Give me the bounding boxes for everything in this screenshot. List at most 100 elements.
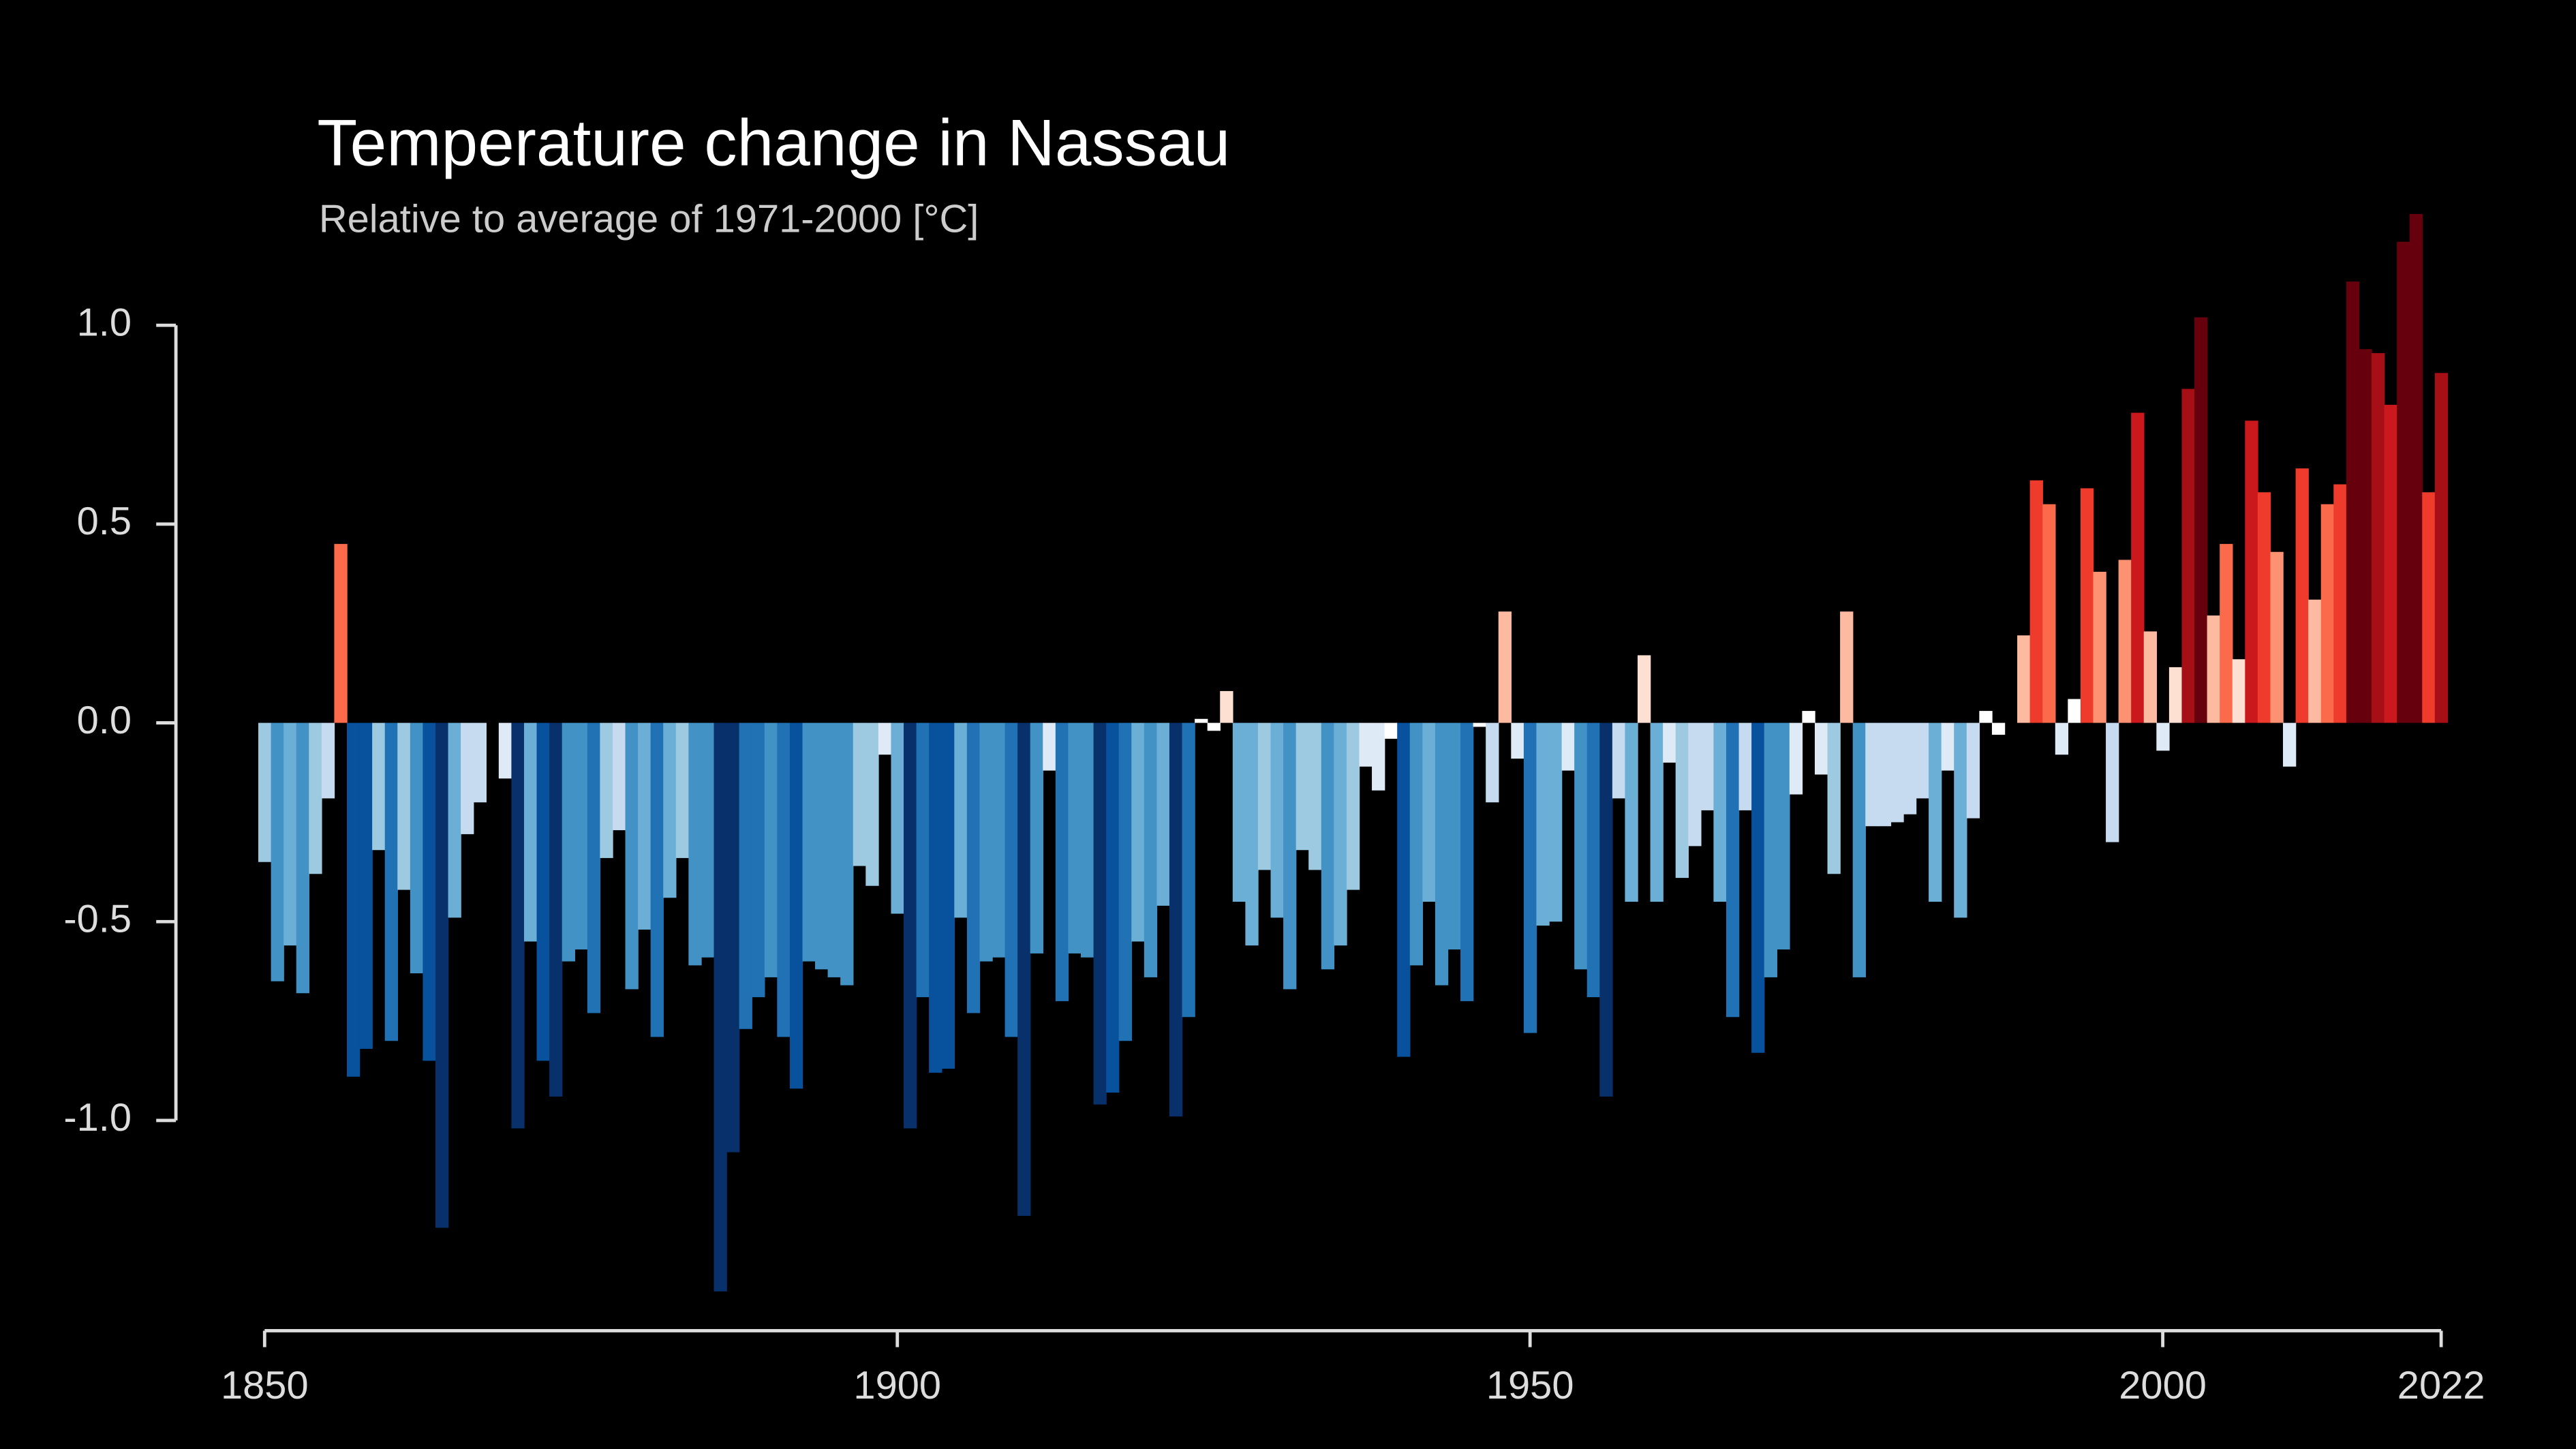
bar [2068, 699, 2081, 723]
bar [435, 722, 449, 1228]
bar [2181, 388, 2195, 723]
bar [1852, 722, 1866, 977]
bar [1574, 722, 1588, 970]
bar [688, 722, 702, 966]
bar [1043, 722, 1056, 771]
bar [865, 722, 879, 886]
y-tick-label: 0.5 [77, 500, 132, 543]
bar [1840, 611, 1854, 723]
bar [1586, 722, 1601, 998]
bar [2371, 353, 2385, 723]
bar [1409, 722, 1424, 966]
bar [1511, 722, 1524, 759]
bar [2232, 659, 2246, 723]
bar [1232, 722, 1246, 902]
bar [1536, 722, 1550, 926]
bar [2093, 571, 2106, 723]
y-tick-label: 1.0 [77, 301, 132, 345]
bar [2207, 615, 2220, 723]
bar [1700, 722, 1715, 810]
bar [726, 722, 740, 1153]
bar [1814, 722, 1828, 775]
bar [283, 722, 297, 946]
bar [1106, 722, 1120, 1093]
bar [2397, 241, 2410, 723]
bar [2194, 317, 2208, 723]
bar [1954, 722, 1967, 918]
bar [992, 722, 1006, 958]
bar [334, 544, 348, 723]
x-tick-label: 1900 [853, 1364, 941, 1407]
bar [2434, 373, 2449, 723]
bar [2131, 412, 2145, 723]
bar [2320, 504, 2335, 723]
bar [1802, 711, 1815, 723]
bar [2118, 560, 2132, 723]
bar [1991, 722, 2006, 735]
bar [600, 722, 613, 858]
bar [1080, 722, 1094, 958]
bar [359, 722, 373, 1049]
bar [1713, 722, 1727, 902]
bar [1625, 722, 1638, 902]
bar [1916, 722, 1929, 799]
bar [802, 722, 816, 962]
bar [1726, 722, 1740, 1018]
bar [1688, 722, 1702, 846]
x-tick-label: 1950 [1486, 1364, 1574, 1407]
bar [574, 722, 588, 950]
bar [1283, 722, 1297, 990]
bar [1903, 722, 1917, 814]
bar [1182, 722, 1195, 1018]
bar [1030, 722, 1044, 954]
bar [701, 722, 715, 958]
bar [1789, 722, 1803, 795]
bar [410, 722, 424, 974]
bar [625, 722, 639, 990]
bar [1068, 722, 1082, 954]
bar [296, 722, 310, 994]
y-tick-label: -1.0 [63, 1096, 132, 1140]
bar [2308, 599, 2322, 723]
bar [777, 722, 791, 1037]
bar [966, 722, 981, 1013]
bar [384, 722, 398, 1041]
bar [1612, 722, 1626, 799]
bar [853, 722, 867, 866]
bar [498, 722, 512, 779]
bar [675, 722, 690, 858]
y-tick-label: -0.5 [63, 898, 132, 941]
bar [1498, 611, 1512, 723]
bar [523, 722, 538, 942]
bar [2168, 667, 2183, 723]
bar [840, 722, 854, 986]
y-tick-label: 0.0 [77, 699, 132, 742]
bar [1561, 722, 1575, 771]
bar [1877, 722, 1892, 827]
bar [1372, 722, 1385, 791]
bar [2359, 349, 2372, 723]
bar [2143, 631, 2158, 723]
bar [1207, 722, 1221, 731]
bar [1865, 722, 1879, 827]
bar [1929, 722, 1942, 902]
bar [1599, 722, 1613, 1097]
bar [916, 722, 930, 998]
bar [2283, 722, 2297, 767]
bar [397, 722, 411, 890]
bar [1055, 722, 1069, 1001]
bar [878, 722, 892, 755]
bar [1422, 722, 1436, 902]
bar [2055, 722, 2069, 755]
chart-subtitle: Relative to average of 1971-2000 [°C] [319, 198, 979, 241]
x-tick-label: 1850 [221, 1364, 309, 1407]
bar [2080, 488, 2094, 723]
bar [1549, 722, 1563, 922]
bar [954, 722, 968, 918]
bar [979, 722, 993, 962]
bar [1764, 722, 1777, 977]
bar [1638, 655, 1651, 723]
bar [1523, 722, 1537, 1033]
chart-title: Temperature change in Nassau [317, 106, 1230, 179]
